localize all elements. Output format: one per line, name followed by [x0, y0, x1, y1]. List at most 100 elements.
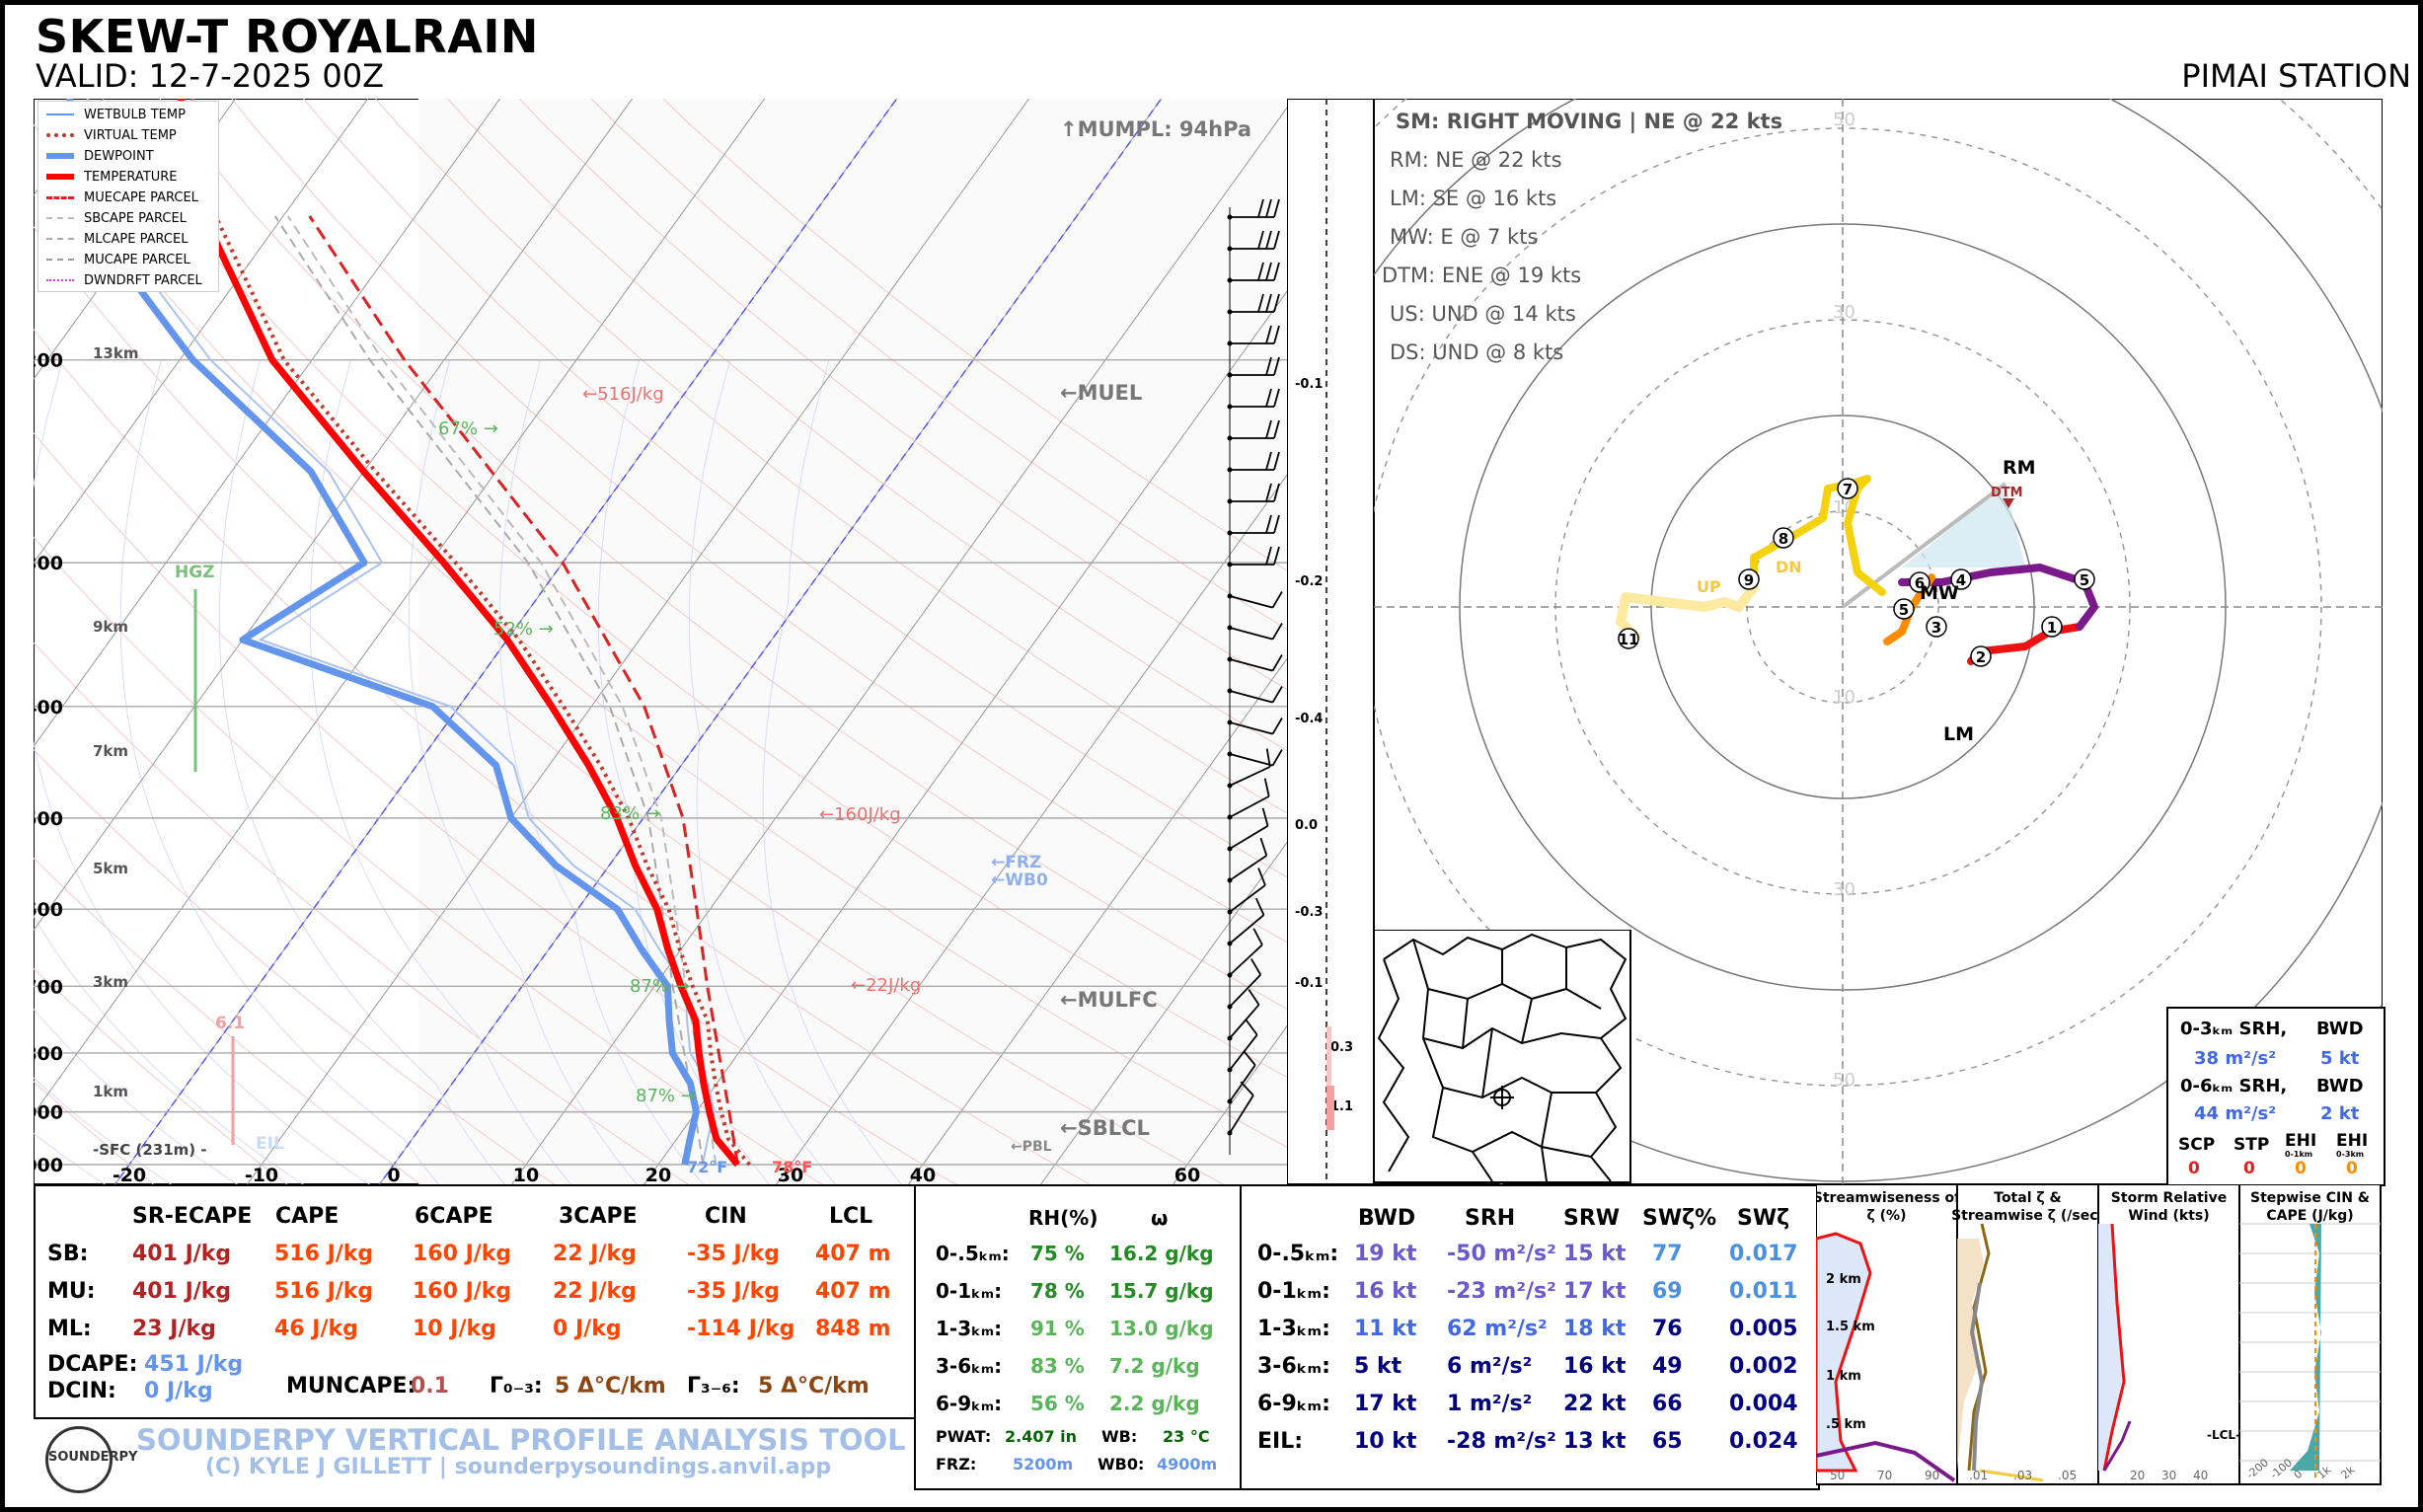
y-tick-label: 500 — [34, 808, 63, 830]
rh-value: 56 % — [1030, 1392, 1085, 1415]
annotation-sfc: -SFC (231m) - — [93, 1141, 207, 1159]
srh-label: 0-6ₖₘ SRH, — [2180, 1076, 2288, 1096]
dry-adiabat — [662, 99, 1287, 571]
x-tick-label: 20 — [645, 1165, 671, 1184]
table-cell: 401 J/kg — [132, 1242, 232, 1266]
dry-adiabat — [34, 432, 957, 1184]
muecape-parcel-line — [308, 215, 739, 1166]
cape-marker: ←22J/kg — [851, 975, 921, 996]
isotherm — [34, 99, 766, 1115]
barb-staff — [1229, 914, 1265, 945]
total-vort-fill — [1957, 1239, 1984, 1471]
wind-barb — [1229, 591, 1283, 609]
stp-label: STP — [2234, 1135, 2270, 1155]
omega-value: -0.2 — [1295, 574, 1323, 589]
height-label: 13km — [93, 344, 138, 362]
vort-yellow — [1979, 1469, 2044, 1482]
barb-staff — [1229, 974, 1261, 1008]
barb-flag — [1261, 807, 1269, 827]
mini-panel-title: Wind (kts) — [2128, 1208, 2209, 1224]
srw-header: SRW — [1563, 1206, 1621, 1231]
lcl-label: -LCL- — [2207, 1428, 2240, 1442]
barb-flag — [1271, 591, 1283, 609]
height-label: 1 km — [1826, 1369, 1861, 1384]
dry-adiabat — [231, 99, 1287, 944]
y-tick-label: 200 — [34, 350, 63, 372]
bwd-value: 5 kt — [2320, 1048, 2360, 1069]
pwat-label: PWAT: — [936, 1427, 992, 1446]
wetbulb-line — [86, 99, 716, 1166]
barb-staff — [1229, 753, 1273, 767]
sounderpy-logo: SOUNDERPY — [45, 1426, 137, 1493]
cin-cape-fill — [2290, 1224, 2321, 1471]
table-cell: 19 kt — [1354, 1242, 1417, 1266]
height-marker — [1909, 571, 1931, 593]
table-cell: 160 J/kg — [413, 1279, 512, 1304]
barb-staff — [1229, 766, 1271, 787]
barb-flag — [1240, 1081, 1254, 1096]
dcape-label: DCAPE: — [47, 1352, 138, 1377]
wind-barb — [1230, 546, 1280, 566]
tick-label: .05 — [2058, 1469, 2077, 1482]
height-marker-label: 6 — [1915, 574, 1925, 592]
streamwise-profile — [1816, 1232, 1872, 1473]
mr-header: ω — [1151, 1206, 1169, 1230]
barb-flag — [1252, 928, 1263, 945]
dry-adiabat — [446, 99, 1287, 752]
dry-adiabat — [34, 328, 1091, 1184]
barb-flag — [1273, 293, 1280, 313]
brand-credit: (C) KYLE J GILLETT | sounderpysoundings.… — [205, 1455, 832, 1479]
barb-staff — [1229, 658, 1273, 672]
barb-flag — [1263, 778, 1270, 797]
barb-staff — [1229, 1004, 1260, 1039]
row-label: ML: — [47, 1317, 92, 1341]
profile-mini-panels: Streamwiseness of ζ (%) Total ζ & Streamwis… — [1816, 1184, 2382, 1485]
barb-flag — [1257, 293, 1264, 313]
annotation-hgz: HGZ — [175, 563, 215, 582]
wind-barb — [1229, 868, 1266, 913]
dry-adiabat — [34, 536, 823, 1184]
dry-adiabat — [34, 748, 556, 1184]
table-cell: 407 m — [815, 1279, 891, 1304]
rh-header: RH(%) — [1028, 1206, 1098, 1230]
hodo-trace — [1898, 564, 2098, 631]
mini-panel-4 — [2238, 1184, 2382, 1485]
barb-flag — [1265, 293, 1272, 313]
wb0-label: WB0: — [1098, 1455, 1145, 1474]
table-cell: 160 J/kg — [413, 1242, 512, 1266]
barb-flag — [1273, 419, 1280, 439]
x-tick-label: -20 — [113, 1165, 146, 1184]
moist-adiabat — [762, 359, 902, 1184]
barb-staff — [1229, 595, 1273, 609]
row-label: 0-.5ₖₘ: — [1257, 1242, 1339, 1266]
height-marker — [1926, 616, 1947, 638]
skewt-bg-band — [418, 99, 1287, 1184]
dry-adiabat — [518, 99, 1287, 691]
ehi3-label: EHI — [2336, 1131, 2369, 1151]
rh-marker: 52% → — [493, 619, 554, 640]
swz-pct-header: SWζ% — [1642, 1206, 1717, 1231]
legend-item: MUECAPE PARCEL — [84, 189, 198, 205]
height-marker-label: 5 — [1899, 601, 1909, 619]
row-label: SB: — [47, 1242, 89, 1266]
swz-header: SWζ — [1737, 1206, 1790, 1231]
table-cell: 0.017 — [1729, 1242, 1798, 1266]
row-label: 6-9ₖₘ: — [936, 1392, 1003, 1415]
tick-label: 20 — [2130, 1469, 2145, 1482]
wind-barb — [1230, 230, 1280, 250]
table-cell: -50 m²/s² — [1447, 1242, 1556, 1266]
barb-flag — [1248, 988, 1260, 1006]
mini-panel-title: Streamwise ζ (/sec) — [1951, 1208, 2104, 1224]
barb-flag — [1271, 623, 1283, 641]
table-cell: 516 J/kg — [274, 1242, 374, 1266]
height-marker-label: 5 — [2080, 571, 2089, 589]
annotation-wb0: ←WB0 — [991, 870, 1048, 890]
mr-value: 7.2 g/kg — [1109, 1354, 1200, 1378]
y-tick-label: 900 — [34, 1102, 63, 1124]
barb-flag — [1273, 451, 1280, 471]
barb-staff — [1229, 825, 1269, 850]
barb-staff — [1229, 795, 1270, 818]
annotation-pbl: ←PBL — [1011, 1139, 1052, 1155]
